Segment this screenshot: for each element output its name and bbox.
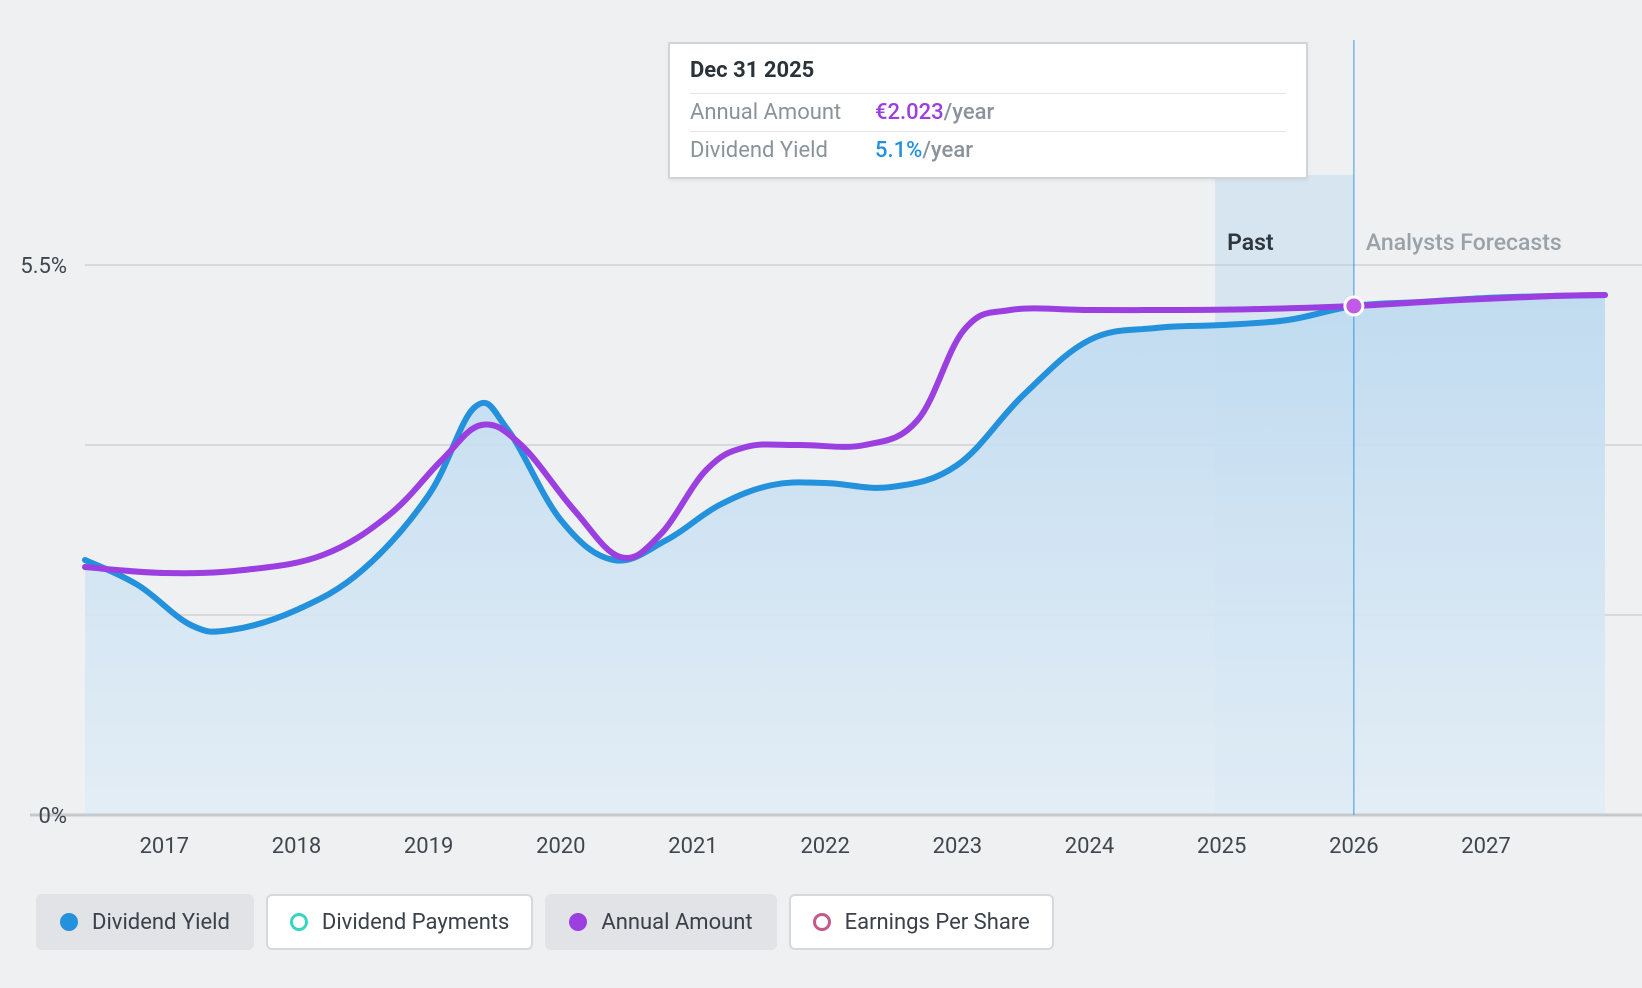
- legend-item-dividend-payments[interactable]: Dividend Payments: [266, 894, 534, 950]
- legend-item-annual-amount[interactable]: Annual Amount: [545, 894, 776, 950]
- legend-marker-icon: [569, 913, 587, 931]
- svg-text:Analysts Forecasts: Analysts Forecasts: [1366, 229, 1562, 256]
- legend-label: Annual Amount: [601, 910, 752, 935]
- svg-text:2024: 2024: [1065, 834, 1114, 859]
- svg-text:2019: 2019: [404, 834, 453, 859]
- tooltip-label: Annual Amount: [690, 100, 875, 125]
- legend-marker-icon: [813, 913, 831, 931]
- legend-item-earnings-per-share[interactable]: Earnings Per Share: [789, 894, 1054, 950]
- svg-text:2026: 2026: [1329, 834, 1378, 859]
- chart-tooltip: Dec 31 2025 Annual Amount €2.023/year Di…: [668, 42, 1308, 179]
- legend-marker-icon: [60, 913, 78, 931]
- svg-text:2020: 2020: [536, 834, 585, 859]
- legend-label: Dividend Payments: [322, 910, 510, 935]
- svg-text:2025: 2025: [1197, 834, 1246, 859]
- legend-marker-icon: [290, 913, 308, 931]
- svg-text:2018: 2018: [272, 834, 321, 859]
- legend-label: Earnings Per Share: [845, 910, 1030, 935]
- legend-item-dividend-yield[interactable]: Dividend Yield: [36, 894, 254, 950]
- dividend-chart: Past Analysts Forecasts 0% 5.5% 2017 2018 2019…: [0, 0, 1642, 988]
- svg-text:2021: 2021: [668, 834, 717, 859]
- svg-text:Past: Past: [1227, 229, 1274, 256]
- svg-text:5.5%: 5.5%: [20, 254, 67, 279]
- legend-label: Dividend Yield: [92, 910, 230, 935]
- tooltip-row-dividend-yield: Dividend Yield 5.1%/year: [690, 131, 1286, 169]
- tooltip-row-annual-amount: Annual Amount €2.023/year: [690, 93, 1286, 131]
- tooltip-date: Dec 31 2025: [690, 58, 1286, 93]
- svg-text:2017: 2017: [140, 834, 189, 859]
- svg-text:2023: 2023: [933, 834, 982, 859]
- tooltip-value: 5.1%/year: [875, 138, 973, 163]
- svg-text:2027: 2027: [1461, 834, 1510, 859]
- chart-legend: Dividend Yield Dividend Payments Annual Am…: [36, 894, 1054, 950]
- svg-text:0%: 0%: [39, 804, 67, 829]
- svg-text:2022: 2022: [800, 834, 849, 859]
- tooltip-value: €2.023/year: [875, 100, 994, 125]
- tooltip-label: Dividend Yield: [690, 138, 875, 163]
